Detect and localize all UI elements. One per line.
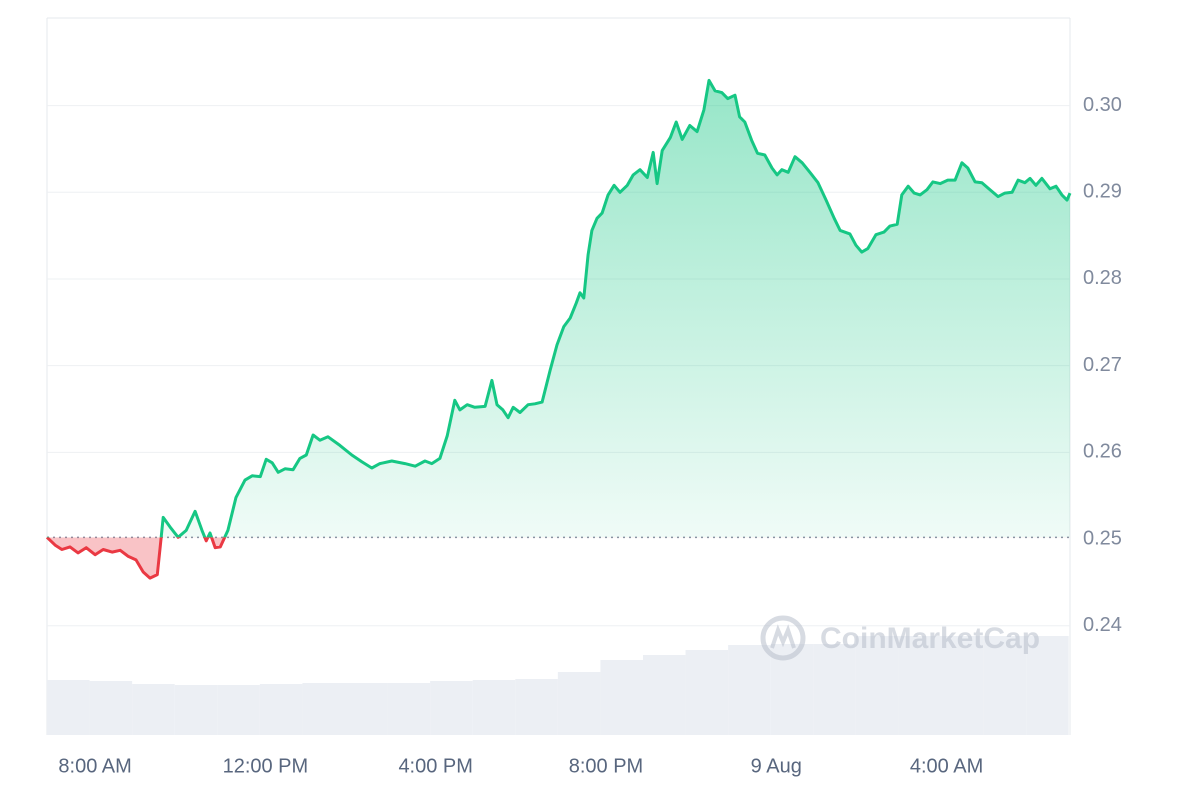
volume-bar bbox=[557, 672, 601, 735]
y-tick-label: 0.25 bbox=[1083, 527, 1122, 549]
volume-bar bbox=[132, 684, 175, 735]
volume-bar bbox=[387, 683, 431, 735]
watermark: CoinMarketCap bbox=[760, 615, 1040, 661]
x-tick-label: 9 Aug bbox=[751, 755, 802, 777]
volume-bar bbox=[941, 636, 984, 735]
y-tick-label: 0.30 bbox=[1083, 94, 1122, 116]
volume-bar bbox=[983, 636, 1027, 735]
volume-bar bbox=[685, 650, 729, 735]
watermark-text: CoinMarketCap bbox=[820, 622, 1040, 655]
volume-bar bbox=[430, 681, 473, 735]
watermark-logo bbox=[770, 624, 796, 649]
plot: 0.24 0.25 0.26 0.27 0.28 0.29 0.30 8:00 AM 12:00… bbox=[45, 17, 1122, 777]
y-tick-label: 0.24 bbox=[1083, 614, 1122, 636]
volume-bar bbox=[345, 683, 388, 735]
y-tick-label: 0.27 bbox=[1083, 354, 1122, 376]
volume-bar bbox=[1026, 636, 1069, 735]
area-up bbox=[47, 80, 1070, 538]
volume-bar bbox=[47, 680, 90, 735]
volume-bar bbox=[728, 645, 771, 735]
y-tick-label: 0.29 bbox=[1083, 181, 1122, 203]
x-tick-label: 8:00 PM bbox=[569, 755, 643, 777]
watermark-logo bbox=[760, 615, 806, 661]
volume-bar bbox=[600, 660, 644, 735]
y-tick-label: 0.28 bbox=[1083, 267, 1122, 289]
volume-bar bbox=[898, 636, 942, 735]
price-line-up bbox=[46, 78, 1072, 538]
x-tick-label: 12:00 PM bbox=[223, 755, 309, 777]
volume-bar bbox=[813, 644, 856, 735]
x-tick-label: 4:00 PM bbox=[398, 755, 472, 777]
volume-bar bbox=[472, 680, 516, 735]
y-tick-label: 0.26 bbox=[1083, 441, 1122, 463]
volume-bar bbox=[217, 685, 260, 735]
volume-bar bbox=[259, 684, 303, 735]
volume-bar bbox=[89, 681, 133, 735]
volume-bar bbox=[174, 685, 218, 735]
x-tick-label: 4:00 AM bbox=[910, 755, 983, 777]
area-down bbox=[47, 537, 225, 579]
volume-bar bbox=[302, 683, 346, 735]
price-line-down bbox=[45, 537, 227, 580]
x-tick-label: 8:00 AM bbox=[58, 755, 131, 777]
volume-bar bbox=[515, 679, 558, 735]
volume-bar bbox=[855, 636, 899, 735]
volume-bar bbox=[643, 655, 686, 735]
